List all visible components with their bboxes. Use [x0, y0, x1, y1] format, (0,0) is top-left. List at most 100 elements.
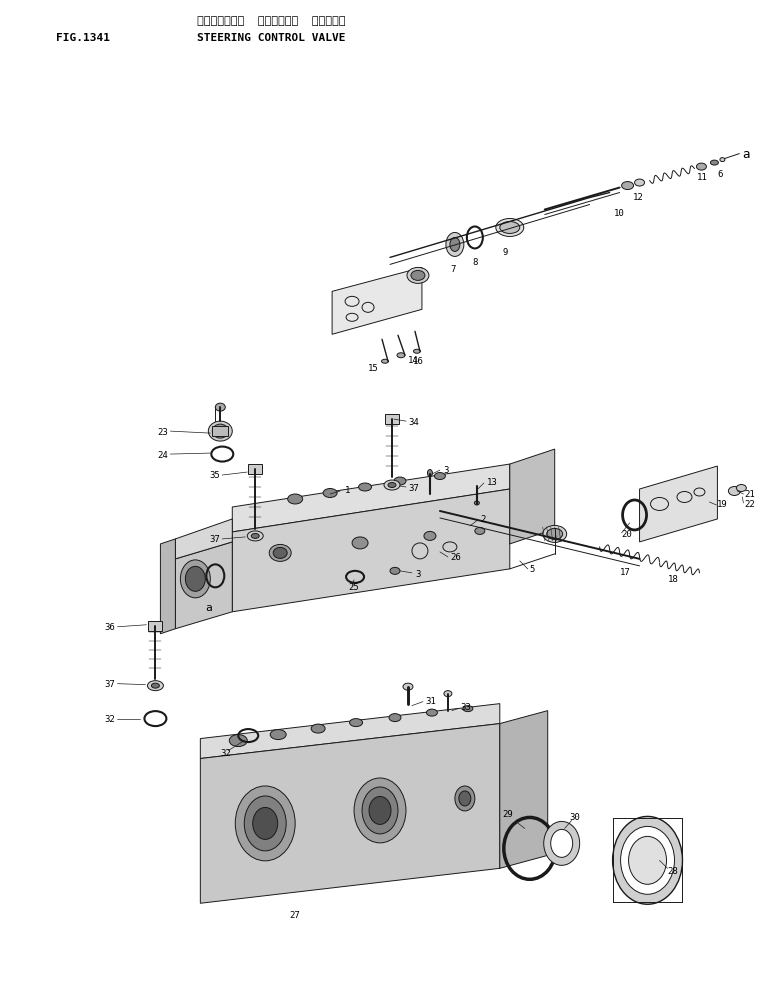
Text: 1: 1: [345, 485, 350, 494]
Ellipse shape: [635, 179, 644, 187]
Ellipse shape: [354, 778, 406, 843]
Text: 32: 32: [220, 748, 231, 757]
Ellipse shape: [369, 797, 391, 824]
Text: 29: 29: [503, 810, 513, 818]
Ellipse shape: [459, 791, 471, 807]
Ellipse shape: [446, 234, 464, 257]
Text: 2: 2: [480, 515, 485, 524]
Ellipse shape: [621, 826, 675, 894]
Text: 30: 30: [569, 812, 580, 821]
Ellipse shape: [407, 268, 429, 284]
Ellipse shape: [209, 422, 233, 442]
Text: 11: 11: [696, 173, 707, 181]
Ellipse shape: [427, 470, 433, 477]
Ellipse shape: [235, 786, 295, 861]
Ellipse shape: [397, 353, 405, 358]
Ellipse shape: [359, 483, 372, 491]
Bar: [248, 464, 262, 474]
Text: 7: 7: [450, 265, 456, 274]
Text: 33: 33: [460, 702, 471, 711]
Text: 3: 3: [415, 570, 420, 579]
Ellipse shape: [390, 568, 400, 575]
Ellipse shape: [362, 787, 398, 834]
Polygon shape: [233, 489, 510, 612]
Ellipse shape: [352, 537, 368, 549]
Text: 37: 37: [105, 679, 115, 688]
Ellipse shape: [475, 502, 479, 506]
Ellipse shape: [710, 161, 718, 166]
Ellipse shape: [269, 545, 291, 562]
Text: 10: 10: [614, 208, 625, 217]
Text: 36: 36: [105, 622, 115, 632]
Ellipse shape: [251, 533, 259, 539]
Text: 37: 37: [209, 534, 220, 544]
Text: STEERING CONTROL VALVE: STEERING CONTROL VALVE: [198, 33, 346, 42]
Ellipse shape: [629, 836, 667, 884]
Text: 17: 17: [619, 568, 630, 577]
Text: 26: 26: [450, 553, 461, 562]
Ellipse shape: [381, 360, 388, 364]
Polygon shape: [175, 542, 233, 629]
Text: 28: 28: [668, 866, 678, 875]
Ellipse shape: [444, 691, 452, 697]
Ellipse shape: [394, 477, 406, 485]
Ellipse shape: [434, 473, 445, 480]
Ellipse shape: [311, 725, 325, 734]
Ellipse shape: [411, 271, 425, 281]
Ellipse shape: [424, 531, 436, 541]
Text: 21: 21: [745, 490, 755, 499]
Text: 3: 3: [443, 465, 448, 474]
Ellipse shape: [413, 350, 420, 354]
Ellipse shape: [148, 681, 163, 691]
Bar: [149, 621, 163, 631]
Polygon shape: [175, 520, 233, 559]
Text: 34: 34: [408, 417, 419, 426]
Text: 23: 23: [158, 427, 168, 436]
Text: 5: 5: [530, 565, 535, 574]
Text: 8: 8: [472, 258, 478, 267]
Text: 37: 37: [408, 483, 419, 492]
Ellipse shape: [288, 495, 303, 505]
Ellipse shape: [547, 528, 562, 540]
Text: 24: 24: [158, 451, 168, 459]
Ellipse shape: [270, 730, 286, 740]
Text: 12: 12: [633, 193, 643, 202]
Ellipse shape: [384, 480, 400, 490]
Ellipse shape: [349, 719, 363, 727]
Text: 32: 32: [105, 715, 115, 724]
Text: 25: 25: [348, 583, 359, 592]
Polygon shape: [233, 464, 510, 532]
Ellipse shape: [737, 485, 746, 492]
Text: 27: 27: [289, 910, 300, 919]
Text: 16: 16: [412, 357, 423, 366]
Ellipse shape: [475, 528, 485, 534]
Text: 6: 6: [717, 170, 723, 178]
Ellipse shape: [389, 714, 401, 722]
Polygon shape: [201, 724, 499, 903]
Ellipse shape: [720, 159, 725, 163]
Ellipse shape: [247, 531, 263, 541]
Ellipse shape: [450, 239, 460, 252]
Polygon shape: [499, 711, 548, 869]
Ellipse shape: [696, 164, 706, 171]
Text: 35: 35: [209, 470, 220, 479]
Ellipse shape: [403, 683, 413, 690]
Text: 13: 13: [487, 477, 498, 486]
Bar: [385, 415, 399, 425]
Ellipse shape: [455, 786, 475, 811]
Bar: [212, 427, 228, 437]
Polygon shape: [510, 450, 555, 544]
Polygon shape: [201, 704, 499, 759]
Text: FIG.1341: FIG.1341: [55, 33, 110, 42]
Ellipse shape: [499, 222, 520, 235]
Polygon shape: [640, 466, 717, 542]
Ellipse shape: [253, 808, 278, 839]
Text: 19: 19: [717, 500, 727, 509]
Polygon shape: [332, 268, 422, 335]
Text: 31: 31: [425, 696, 436, 705]
Ellipse shape: [551, 829, 573, 858]
Text: ステアリング゚  コントロール  パルプ: ステアリング゚ コントロール パルプ: [198, 16, 346, 26]
Ellipse shape: [230, 735, 247, 746]
Ellipse shape: [544, 821, 580, 866]
Ellipse shape: [152, 683, 159, 688]
